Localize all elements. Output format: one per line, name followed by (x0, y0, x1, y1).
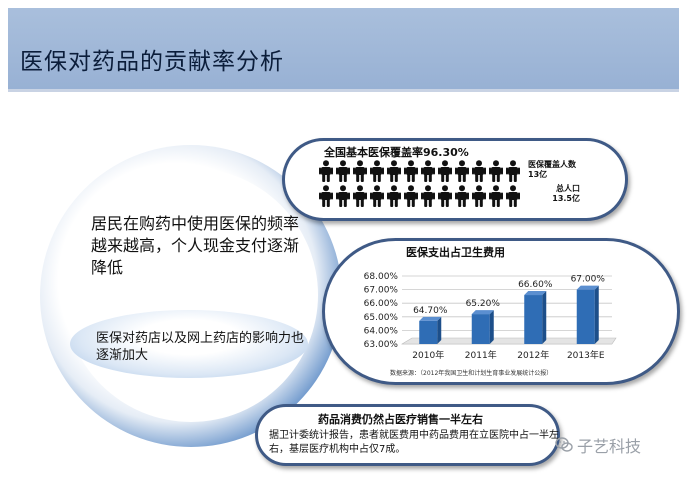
total-people-row (318, 185, 521, 207)
person-icon (438, 160, 452, 182)
person-icon (472, 160, 486, 182)
person-icon (506, 160, 520, 182)
watermark: 子艺科技 (555, 433, 641, 457)
y-tick-label: 67.00% (364, 286, 399, 296)
x-tick-label: 2013年E (567, 349, 605, 361)
person-icon (353, 185, 367, 207)
person-icon (421, 160, 435, 182)
bar-side (437, 316, 442, 344)
ring-main-text: 居民在购药中使用医保的频率越来越高，个人现金支付逐渐降低 (91, 214, 300, 277)
total-label: 总人口13.5亿 (552, 184, 580, 203)
data-label: 66.60% (518, 280, 553, 290)
person-icon (421, 185, 435, 207)
y-tick-label: 68.00% (364, 272, 399, 282)
person-icon (353, 160, 367, 182)
y-tick-label: 64.00% (364, 326, 399, 336)
data-label: 65.20% (466, 299, 501, 309)
person-icon (336, 185, 350, 207)
data-label: 64.70% (413, 306, 448, 316)
person-icon (489, 160, 503, 182)
y-tick-label: 65.00% (364, 313, 399, 323)
y-tick-label: 63.00% (364, 340, 399, 350)
title-banner: 医保对药品的贡献率分析 (8, 8, 679, 92)
highlight-oval (70, 310, 308, 378)
bar-chart: 63.00% 64.00% 65.00% 66.00% 67.00% 68.00% 64.7… (364, 272, 617, 361)
person-icon (319, 185, 333, 207)
person-icon (489, 185, 503, 207)
person-icon (506, 185, 520, 207)
drug-sales-pill (255, 404, 560, 466)
drug-sales-title: 药品消费仍然占医疗销售一半左右 (318, 413, 483, 426)
bar (471, 314, 490, 344)
watermark-text: 子艺科技 (577, 437, 642, 456)
data-label: 67.00% (571, 275, 606, 285)
bar-top (471, 310, 494, 315)
person-icon (319, 160, 333, 182)
bar-side (594, 285, 599, 344)
person-icon (404, 185, 418, 207)
chart-title: 医保支出占卫生费用 (406, 246, 505, 259)
person-icon (438, 185, 452, 207)
bar-top (524, 291, 547, 296)
wechat-icon (555, 437, 573, 452)
y-tick-label: 66.00% (364, 299, 399, 309)
bar (419, 320, 438, 344)
person-icon (455, 185, 469, 207)
oval-text: 医保对药店以及网上药店的影响力也逐渐加大 (96, 331, 305, 363)
bar (524, 295, 543, 344)
bar-side (489, 310, 494, 344)
covered-people-row (318, 160, 521, 182)
chart-pill (322, 238, 680, 385)
coverage-title: 全国基本医保覆盖率96.30% (324, 146, 469, 159)
person-icon (387, 160, 401, 182)
person-icon (472, 185, 486, 207)
bar (576, 289, 595, 344)
x-tick-label: 2012年 (517, 349, 549, 361)
person-icon (455, 160, 469, 182)
bar-side (542, 291, 547, 344)
person-icon (370, 185, 384, 207)
data-source: 数据来源：（2012年我国卫生和计划生育事业发展统计公报） (390, 370, 553, 377)
bar-top (419, 316, 442, 321)
person-icon (336, 160, 350, 182)
slide-title: 医保对药品的贡献率分析 (20, 49, 284, 75)
ring-center (64, 168, 318, 422)
covered-label: 医保覆盖人数13亿 (528, 160, 576, 179)
x-tick-label: 2011年 (465, 349, 497, 361)
x-tick-label: 2010年 (412, 349, 444, 361)
bar-top (576, 285, 599, 290)
person-icon (370, 160, 384, 182)
drug-sales-body: 据卫计委统计报告，患者就医费用中药品费用在立医院中占一半左右，基层医疗机构中占仅… (269, 430, 559, 455)
person-icon (387, 185, 401, 207)
person-icon (404, 160, 418, 182)
